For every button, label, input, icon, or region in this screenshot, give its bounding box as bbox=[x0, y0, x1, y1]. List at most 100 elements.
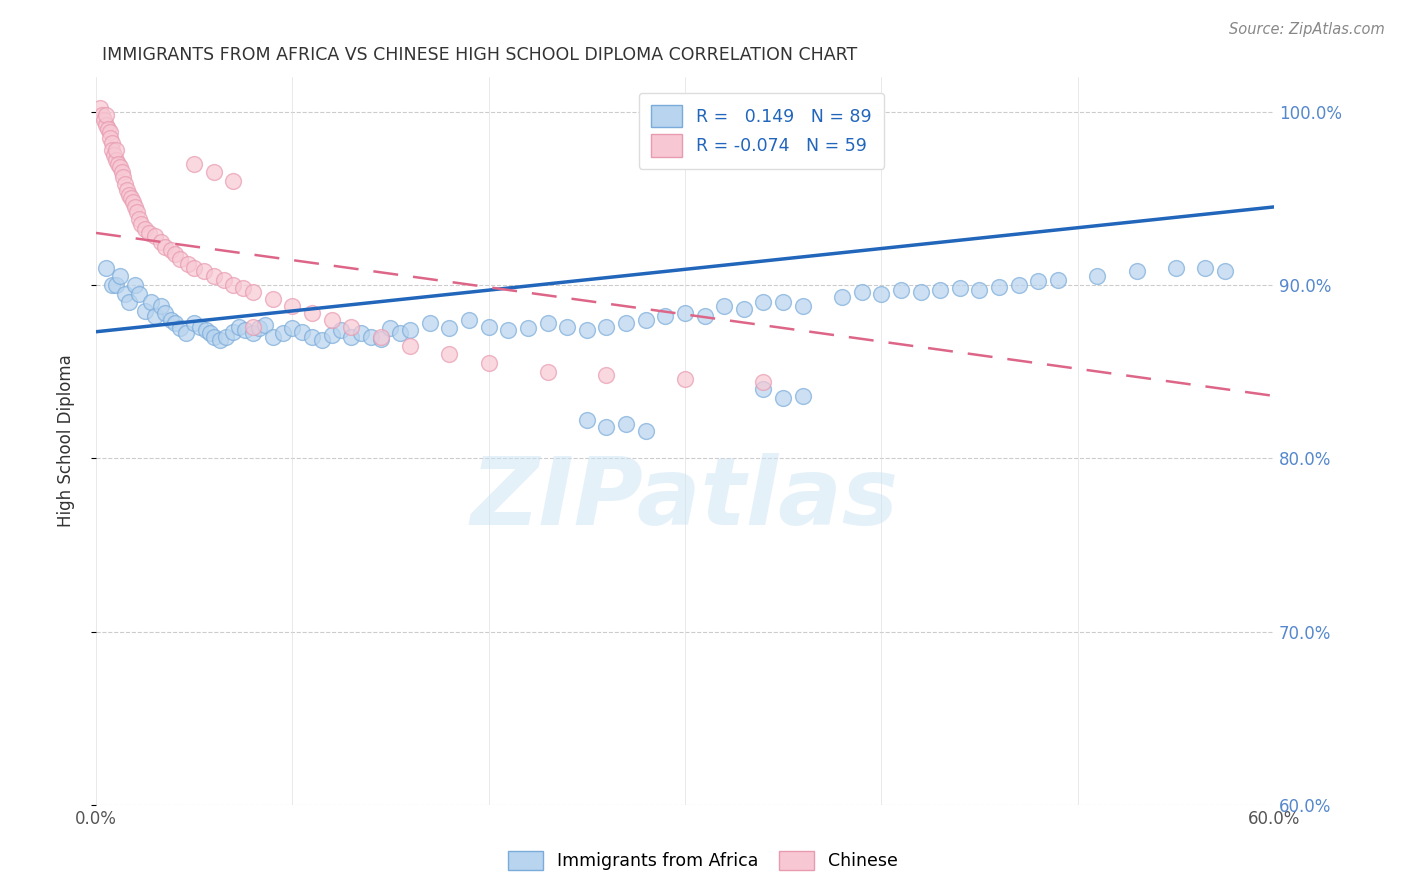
Point bbox=[772, 295, 794, 310]
Text: ZIPatlas: ZIPatlas bbox=[471, 453, 898, 545]
Point bbox=[389, 326, 412, 341]
Point bbox=[169, 252, 191, 266]
Point bbox=[713, 299, 735, 313]
Legend: Immigrants from Africa, Chinese: Immigrants from Africa, Chinese bbox=[499, 842, 907, 879]
Point bbox=[340, 319, 363, 334]
Point bbox=[169, 321, 191, 335]
Point bbox=[202, 269, 225, 284]
Point bbox=[536, 316, 558, 330]
Point bbox=[139, 295, 162, 310]
Point bbox=[134, 222, 156, 236]
Point bbox=[212, 273, 235, 287]
Point bbox=[183, 316, 205, 330]
Point bbox=[831, 290, 853, 304]
Point bbox=[112, 170, 135, 185]
Point bbox=[100, 143, 122, 157]
Point bbox=[693, 309, 716, 323]
Point bbox=[478, 319, 501, 334]
Point bbox=[183, 156, 205, 170]
Point bbox=[988, 279, 1011, 293]
Point bbox=[90, 108, 112, 122]
Point bbox=[118, 187, 141, 202]
Point bbox=[575, 323, 598, 337]
Point bbox=[851, 285, 873, 299]
Point bbox=[439, 347, 461, 361]
Point bbox=[149, 235, 172, 249]
Point bbox=[654, 309, 676, 323]
Point bbox=[752, 375, 775, 389]
Point bbox=[595, 319, 617, 334]
Point bbox=[380, 321, 402, 335]
Point bbox=[193, 264, 215, 278]
Point bbox=[1085, 269, 1108, 284]
Point bbox=[104, 153, 127, 167]
Text: Source: ZipAtlas.com: Source: ZipAtlas.com bbox=[1229, 22, 1385, 37]
Point bbox=[128, 286, 150, 301]
Point bbox=[138, 226, 160, 240]
Point bbox=[177, 257, 200, 271]
Point bbox=[188, 319, 211, 334]
Point bbox=[1046, 273, 1069, 287]
Point bbox=[89, 101, 111, 115]
Point bbox=[149, 299, 172, 313]
Point bbox=[183, 260, 205, 275]
Point bbox=[198, 326, 221, 341]
Point bbox=[673, 306, 696, 320]
Point bbox=[262, 330, 284, 344]
Point bbox=[110, 165, 132, 179]
Point bbox=[134, 304, 156, 318]
Point bbox=[159, 244, 181, 258]
Point bbox=[1194, 260, 1216, 275]
Point bbox=[108, 160, 131, 174]
Point bbox=[222, 325, 245, 339]
Point bbox=[114, 178, 136, 192]
Point bbox=[478, 356, 501, 370]
Point bbox=[752, 382, 775, 396]
Point bbox=[143, 229, 166, 244]
Point bbox=[439, 321, 461, 335]
Point bbox=[107, 156, 129, 170]
Point bbox=[159, 312, 181, 326]
Point bbox=[271, 326, 294, 341]
Point bbox=[114, 286, 136, 301]
Point bbox=[330, 323, 353, 337]
Point bbox=[301, 330, 323, 344]
Text: IMMIGRANTS FROM AFRICA VS CHINESE HIGH SCHOOL DIPLOMA CORRELATION CHART: IMMIGRANTS FROM AFRICA VS CHINESE HIGH S… bbox=[101, 46, 858, 64]
Point bbox=[890, 283, 912, 297]
Point bbox=[516, 321, 538, 335]
Point bbox=[733, 302, 755, 317]
Point bbox=[321, 328, 343, 343]
Point bbox=[969, 283, 991, 297]
Point bbox=[128, 212, 150, 227]
Point bbox=[98, 125, 121, 139]
Legend: R =   0.149   N = 89, R = -0.074   N = 59: R = 0.149 N = 89, R = -0.074 N = 59 bbox=[638, 93, 884, 169]
Point bbox=[614, 316, 637, 330]
Point bbox=[370, 332, 392, 346]
Point bbox=[634, 312, 657, 326]
Point bbox=[202, 330, 225, 344]
Point bbox=[233, 323, 256, 337]
Point bbox=[1008, 277, 1031, 292]
Point bbox=[555, 319, 578, 334]
Point bbox=[870, 286, 893, 301]
Point bbox=[222, 174, 245, 188]
Point bbox=[253, 318, 276, 332]
Point bbox=[118, 295, 141, 310]
Point bbox=[222, 277, 245, 292]
Point bbox=[153, 240, 176, 254]
Point bbox=[214, 330, 236, 344]
Point bbox=[350, 326, 373, 341]
Point bbox=[399, 323, 422, 337]
Y-axis label: High School Diploma: High School Diploma bbox=[58, 355, 75, 527]
Point bbox=[163, 246, 186, 260]
Point bbox=[242, 326, 264, 341]
Point bbox=[242, 319, 264, 334]
Point bbox=[792, 389, 814, 403]
Point bbox=[498, 323, 520, 337]
Point bbox=[100, 136, 122, 150]
Point bbox=[291, 325, 314, 339]
Point bbox=[176, 326, 198, 341]
Point bbox=[419, 316, 441, 330]
Point bbox=[202, 165, 225, 179]
Point bbox=[104, 277, 127, 292]
